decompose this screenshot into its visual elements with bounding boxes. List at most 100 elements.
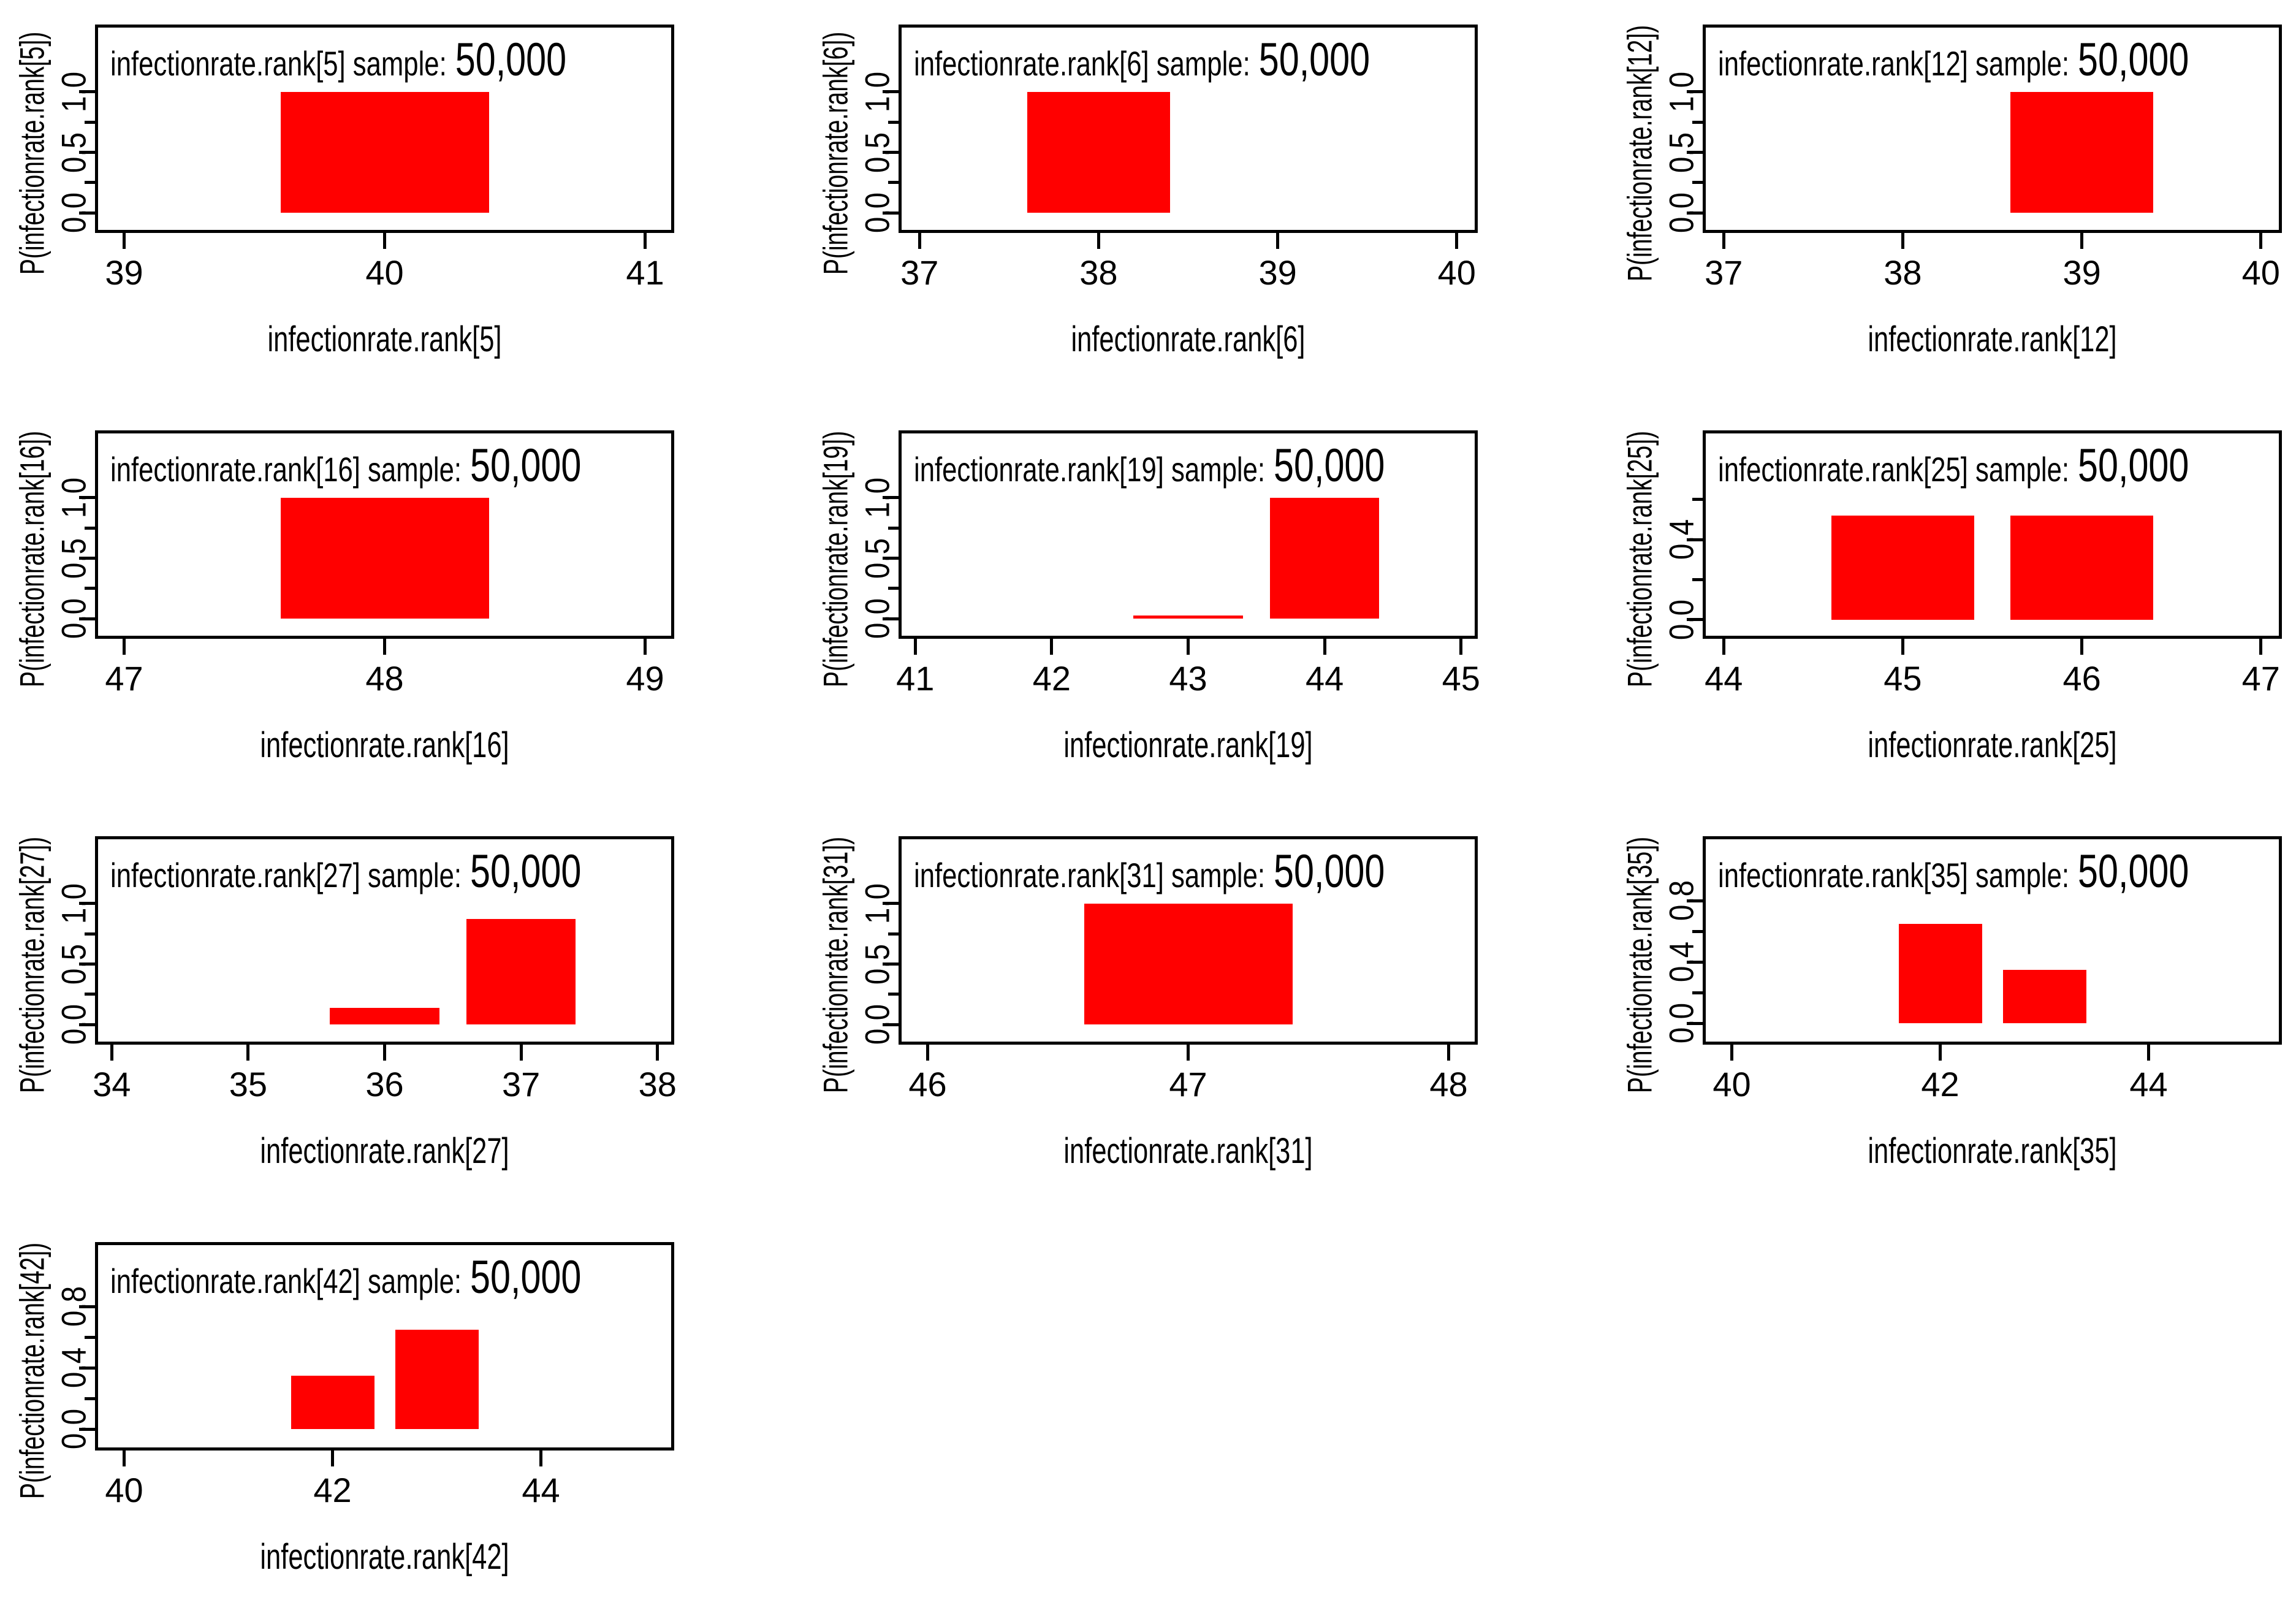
x-tick [383,639,386,655]
histogram-bar [2002,969,2086,1023]
x-tick-label: 41 [896,659,935,698]
x-tick-label: 39 [105,253,143,292]
plot-title: infectionrate.rank[25] sample: 50,000 [1718,439,2189,492]
plot-frame [1703,25,2282,233]
sample-count: 50,000 [2078,34,2189,86]
subplot-infectionrate-rank-16-: infectionrate.rank[16] sample: 50,000 47 48… [0,406,766,812]
x-tick-label: 42 [1921,1065,1960,1104]
y-minor-tick [888,526,899,530]
y-tick-label: 0.0 [54,1408,93,1450]
plot-title-text: infectionrate.rank[19] sample: [914,450,1266,489]
y-tick [79,496,95,500]
x-tick-label: 35 [229,1065,268,1104]
y-axis-label: P(infectionrate.rank[31]) [816,836,855,1093]
y-tick-label: 1.0 [857,883,897,924]
histogram-bar [280,497,489,619]
y-tick [1687,618,1703,622]
y-tick [1687,538,1703,541]
x-axis-label: infectionrate.rank[25] [1868,725,2117,765]
x-tick-label: 44 [1705,659,1743,698]
x-tick-label: 48 [365,659,404,698]
x-tick-label: 40 [1437,253,1476,292]
x-tick [2259,639,2263,655]
x-tick-label: 44 [522,1471,560,1509]
x-tick-label: 45 [1884,659,1922,698]
y-axis-label: P(infectionrate.rank[27]) [12,836,51,1093]
y-tick-label: 0.5 [857,944,897,985]
y-minor-tick [888,181,899,185]
plot-title-text: infectionrate.rank[5] sample: [110,44,447,83]
x-tick [1187,639,1190,655]
sample-count: 50,000 [455,34,567,86]
y-axis-label: P(infectionrate.rank[5]) [12,31,51,275]
x-tick-label: 44 [1305,659,1344,698]
plot-title-text: infectionrate.rank[6] sample: [914,44,1250,83]
y-minor-tick [888,587,899,590]
histogram-bar [1133,616,1243,619]
plot-frame [899,430,1478,639]
y-tick-label: 1.0 [54,71,93,112]
y-tick-label: 0.5 [857,538,897,579]
x-tick [1276,233,1280,249]
y-tick-label: 0.8 [1662,880,1701,921]
y-minor-tick [85,181,95,185]
x-axis-label: infectionrate.rank[19] [1063,725,1313,765]
histogram-bar [1027,91,1171,213]
y-tick-label: 0.4 [1662,519,1701,560]
subplot-infectionrate-rank-31-: infectionrate.rank[31] sample: 50,000 46 47… [804,812,1570,1218]
plot-title-text: infectionrate.rank[16] sample: [110,450,462,489]
plot-title: infectionrate.rank[27] sample: 50,000 [110,845,581,898]
sample-count: 50,000 [470,845,582,898]
plot-title: infectionrate.rank[12] sample: 50,000 [1718,33,2189,86]
y-tick [79,1305,95,1308]
x-tick [383,233,386,249]
y-minor-tick [1692,929,1703,933]
y-tick [79,963,95,966]
x-tick [123,1451,126,1466]
y-minor-tick [85,993,95,996]
sample-count: 50,000 [2078,845,2189,898]
y-tick [883,617,899,620]
y-tick [79,902,95,905]
plot-title-text: infectionrate.rank[12] sample: [1718,44,2070,83]
y-tick-label: 0.0 [857,1004,897,1045]
x-tick-label: 48 [1429,1065,1468,1104]
x-tick-label: 42 [1032,659,1071,698]
subplot-infectionrate-rank-19-: infectionrate.rank[19] sample: 50,000 41 42… [804,406,1570,812]
plot-frame [1703,836,2282,1045]
histogram-bar [280,91,489,213]
x-tick [1187,1045,1190,1061]
sample-count: 50,000 [2078,440,2189,492]
x-axis-label: infectionrate.rank[12] [1868,319,2117,359]
y-axis-label: P(infectionrate.rank[19]) [816,430,855,687]
y-axis-label: P(infectionrate.rank[35]) [1620,836,1659,1093]
x-tick-label: 36 [365,1065,404,1104]
x-tick [644,233,647,249]
y-tick-label: 0.5 [54,944,93,985]
y-minor-tick [85,1397,95,1400]
x-axis-label: infectionrate.rank[27] [260,1131,509,1171]
y-minor-tick [85,120,95,124]
x-tick-label: 47 [105,659,143,698]
x-tick [383,1045,386,1061]
x-tick-label: 39 [1258,253,1297,292]
x-tick [926,1045,929,1061]
y-tick [1687,899,1703,902]
y-tick-label: 0.0 [54,598,93,639]
histogram-bar [466,919,576,1025]
x-axis-label: infectionrate.rank[16] [260,725,509,765]
x-tick [2259,233,2263,249]
y-tick-label: 0.5 [54,132,93,173]
y-tick [883,211,899,215]
x-tick [1730,1045,1733,1061]
x-tick [644,639,647,655]
x-tick-label: 47 [1169,1065,1207,1104]
y-tick-label: 0.0 [857,193,897,234]
x-tick-label: 46 [908,1065,947,1104]
x-tick-label: 43 [1169,659,1207,698]
y-tick [79,1427,95,1431]
y-axis-label: P(infectionrate.rank[16]) [12,430,51,687]
y-tick [883,151,899,154]
y-tick-label: 0.0 [54,1004,93,1045]
plot-title: infectionrate.rank[6] sample: 50,000 [914,33,1370,86]
